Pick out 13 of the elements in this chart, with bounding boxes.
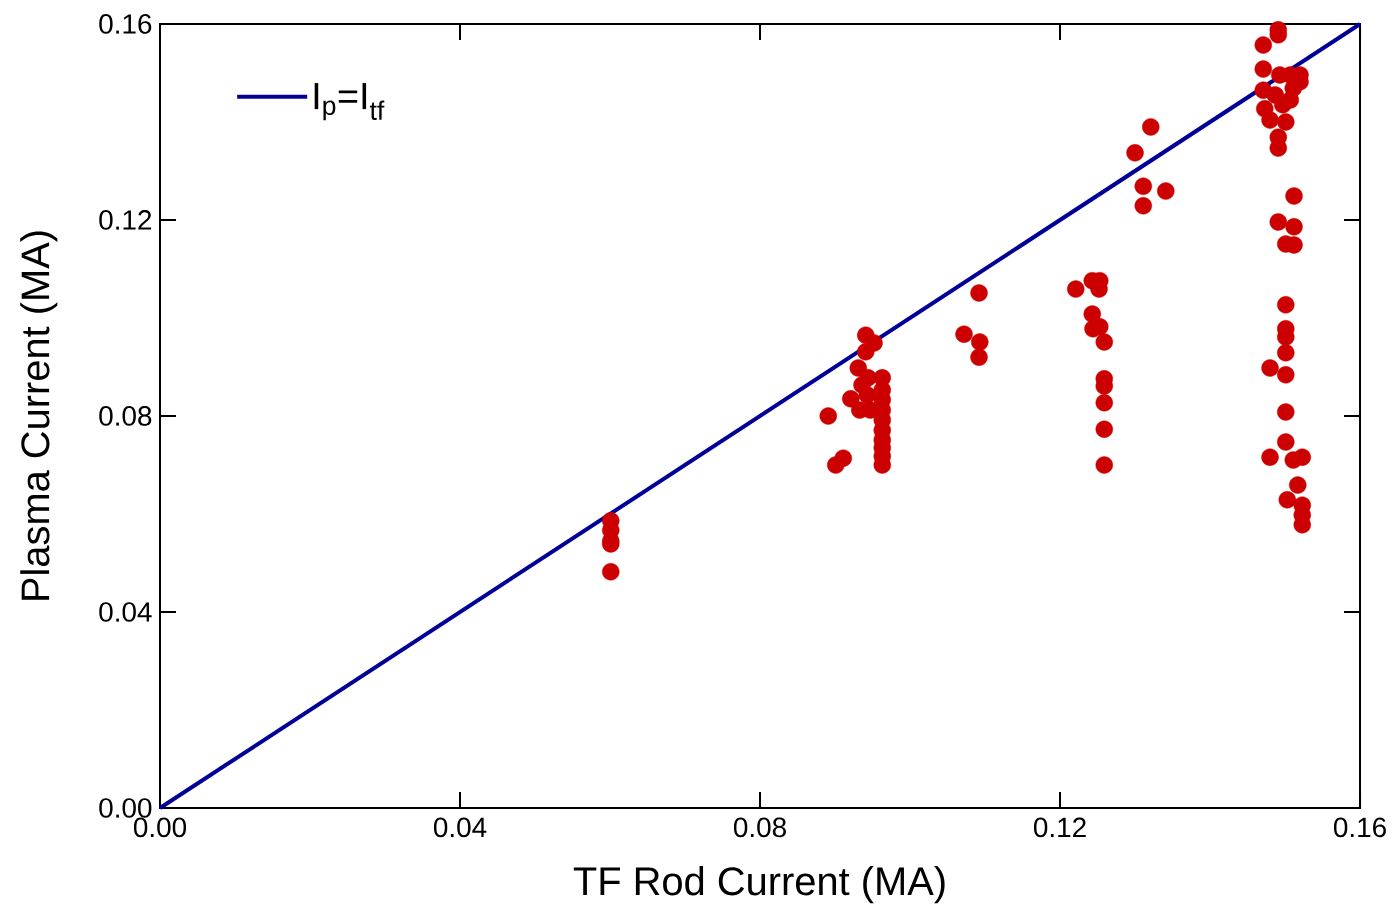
x-tick-label: 0.04 [433,817,487,838]
x-tick-label: 0.12 [1033,817,1086,838]
y-tick-label: 0.08 [99,406,152,426]
x-axis-title: TF Rod Current (MA) [573,866,945,904]
x-tick-label: 0.16 [1333,817,1386,838]
y-tick-label: 0.04 [99,602,152,622]
legend-label: I$_{p}$=I$_{tf}$ [314,83,385,121]
y-tick-label: 0.16 [99,14,152,34]
x-tick-label: 0.00 [133,817,187,838]
y-axis-title: Plasma Current (MA) [20,231,58,600]
y-tick-label: 0.00 [99,798,152,818]
y-tick-label: 0.12 [99,210,152,230]
x-tick-label: 0.08 [733,817,786,838]
